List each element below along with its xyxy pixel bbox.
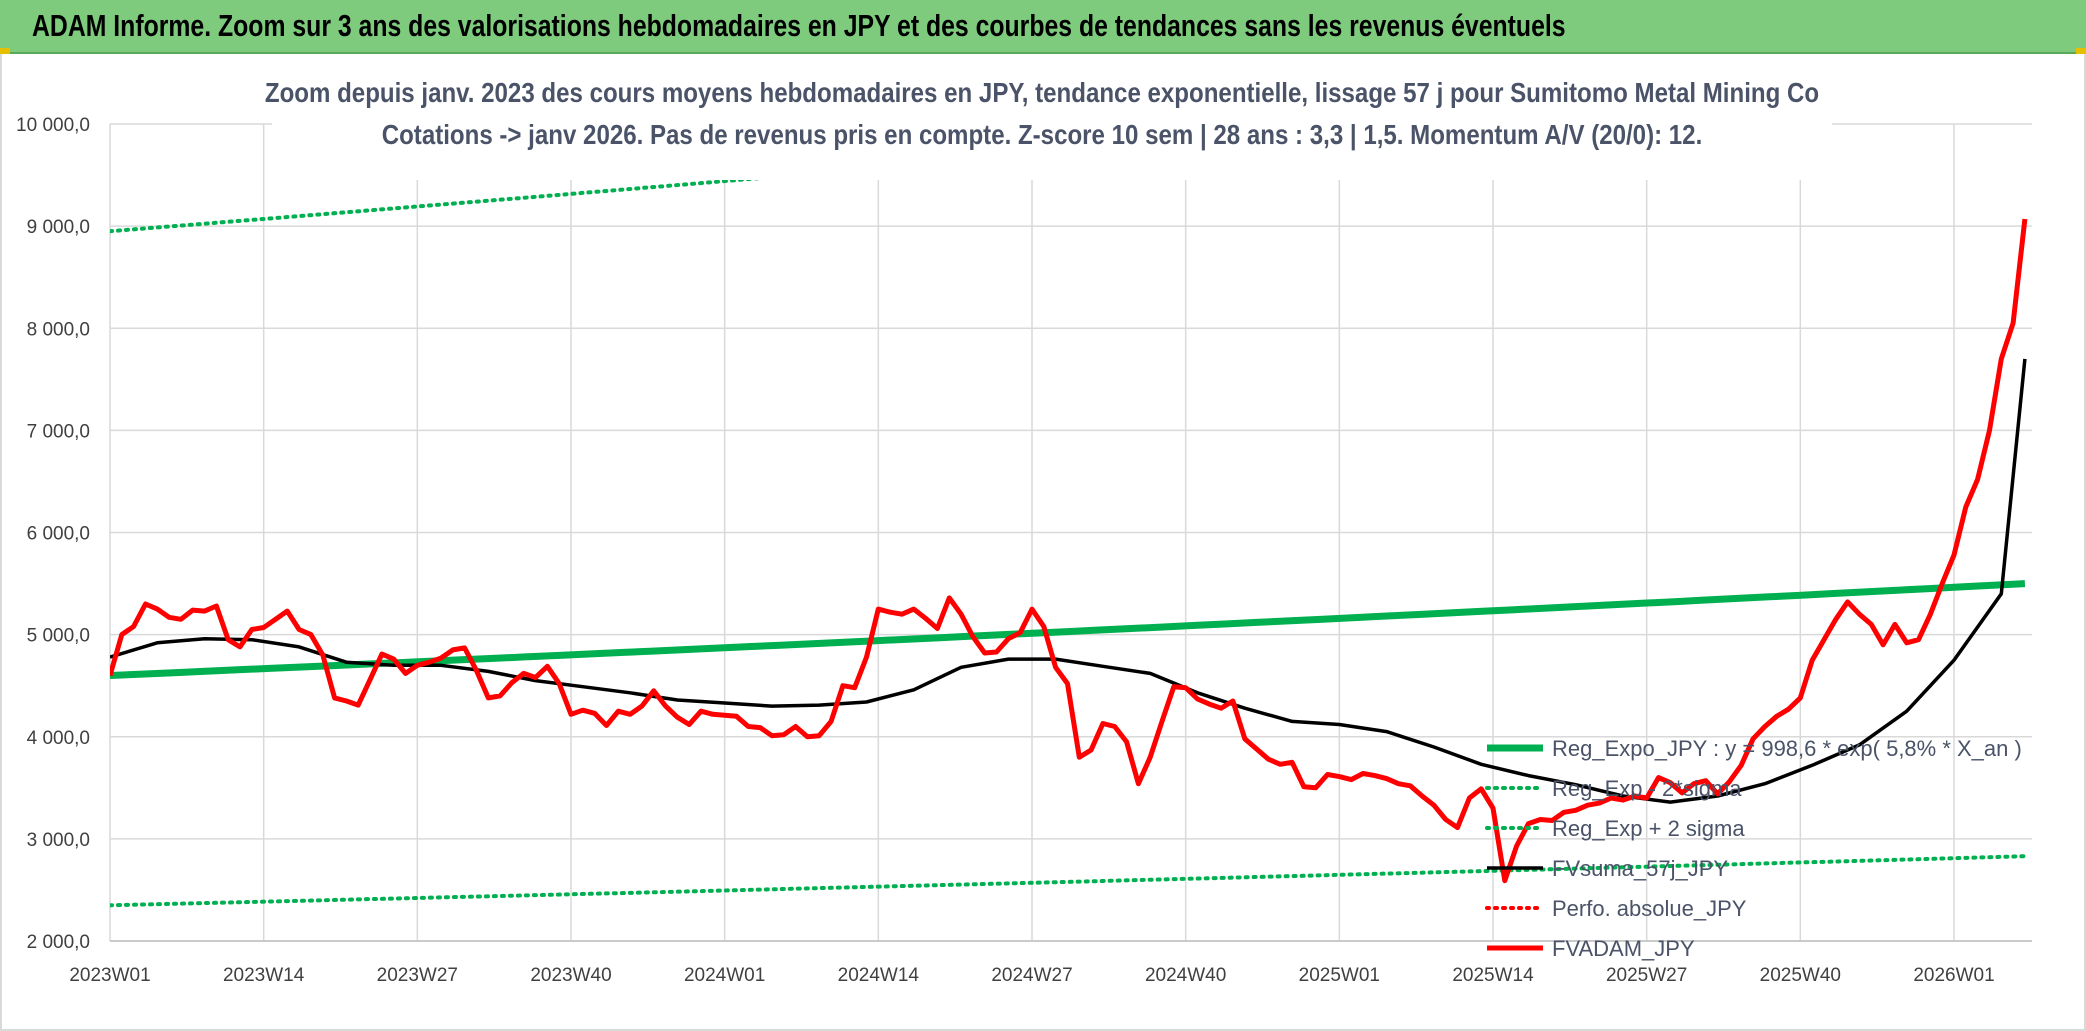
y-tick-label: 9 000,0 [27,217,90,238]
x-tick-label: 2025W01 [1299,965,1380,986]
x-tick-label: 2023W01 [69,965,150,986]
x-tick-label: 2023W14 [223,965,305,986]
series-line-3 [110,358,2027,804]
x-tick-label: 2025W27 [1606,965,1687,986]
corner-mark-right [2076,48,2086,54]
y-tick-label: 3 000,0 [27,830,90,851]
y-tick-label: 2 000,0 [27,932,90,953]
chart-frame: 2 000,0 3 000,0 4 000,0 5 000,0 6 000,0 7 000… [0,54,2086,1031]
x-tick-label: 2024W40 [1145,965,1226,986]
legend-label: Reg_Expo_JPY : y = 998,6 * exp( 5,8% * X… [1552,736,2022,761]
series-line-5 [110,218,2028,884]
legend-label: Reg_Exp + 2 sigma [1552,816,1745,841]
title-background [272,60,1832,180]
chart-title: Zoom depuis janv. 2023 des cours moyens … [265,76,1819,108]
legend-label: FVsuma_57j_JPY [1552,856,1728,881]
y-tick-label: 6 000,0 [27,524,90,545]
y-tick-label: 8 000,0 [27,319,90,340]
series-lines [110,120,2028,908]
x-tick-label: 2025W14 [1452,965,1534,986]
y-tick-label: 4 000,0 [27,728,90,749]
x-tick-label: 2024W01 [684,965,765,986]
x-tick-label: 2024W27 [991,965,1072,986]
report-title: ADAM Informe. Zoom sur 3 ans des valoris… [32,8,1566,43]
legend-label: Reg_Exp - 2*sigma [1552,776,1742,801]
y-tick-label: 10 000,0 [16,115,90,136]
legend-label: Perfo. absolue_JPY [1552,896,1747,921]
x-tick-label: 2023W40 [530,965,611,986]
line-chart: 2 000,0 3 000,0 4 000,0 5 000,0 6 000,0 7 000… [16,60,2032,986]
y-tick-label: 5 000,0 [27,626,90,647]
corner-mark-left [0,48,10,54]
legend-label: FVADAM_JPY [1552,936,1695,961]
report-banner: ADAM Informe. Zoom sur 3 ans des valoris… [0,0,2086,54]
x-tick-label: 2023W27 [377,965,458,986]
x-tick-label: 2026W01 [1913,965,1994,986]
axes: 2 000,0 3 000,0 4 000,0 5 000,0 6 000,0 7 000… [16,115,2032,986]
gridlines [109,123,2032,942]
x-tick-label: 2024W14 [838,965,920,986]
chart-subtitle: Cotations -> janv 2026. Pas de revenus p… [382,118,1703,150]
series-line-1 [110,854,2027,908]
y-tick-label: 7 000,0 [27,421,90,442]
x-tick-label: 2025W40 [1760,965,1841,986]
legend: Reg_Expo_JPY : y = 998,6 * exp( 5,8% * X… [1485,736,2022,961]
